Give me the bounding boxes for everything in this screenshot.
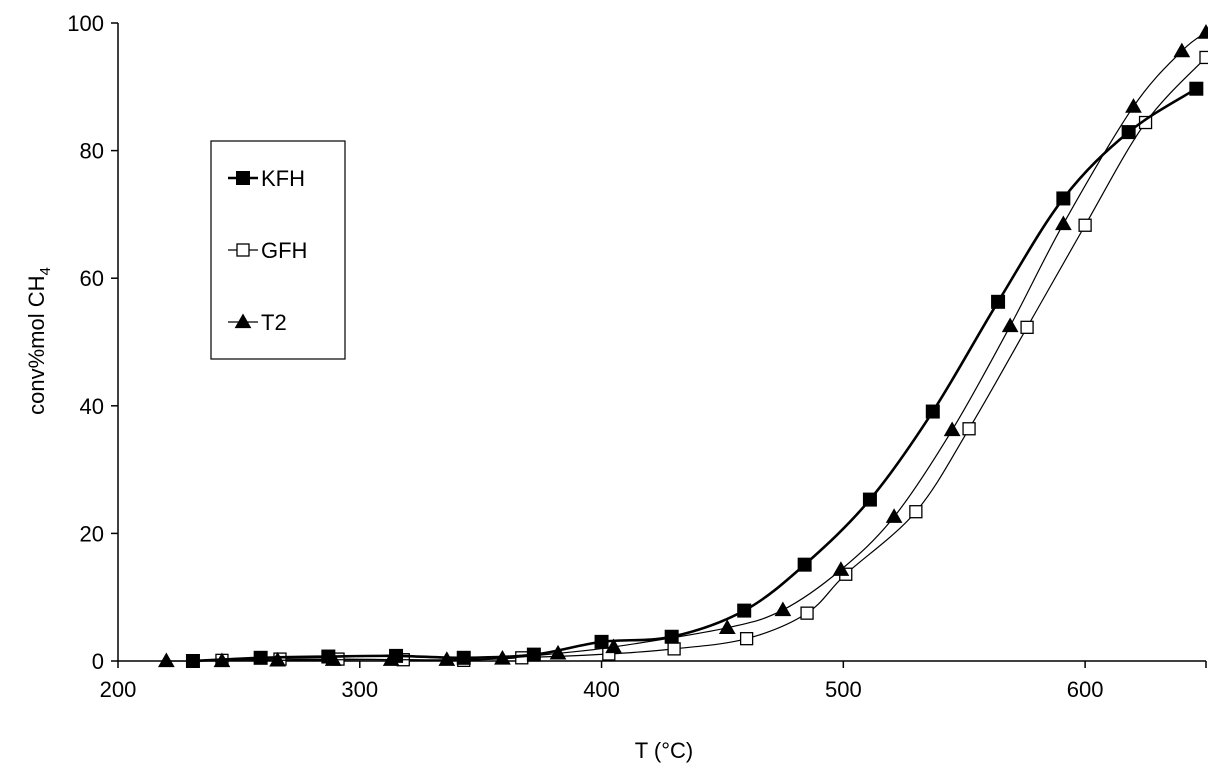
legend-item-gfh: GFH	[228, 238, 307, 263]
data-point	[1199, 50, 1208, 65]
x-tick-label: 500	[825, 677, 862, 702]
series-line	[221, 57, 1207, 662]
x-tick-label: 300	[341, 677, 378, 702]
data-point	[605, 638, 623, 654]
data-point	[925, 404, 940, 419]
data-point	[269, 651, 286, 667]
data-point	[456, 650, 471, 665]
x-tick-label: 600	[1067, 677, 1104, 702]
data-point	[862, 492, 877, 507]
y-tick-label: 100	[67, 11, 104, 36]
data-point	[991, 294, 1006, 309]
legend-label: GFH	[261, 238, 307, 263]
data-point	[253, 650, 268, 665]
y-tick-label: 20	[80, 521, 104, 546]
data-point	[909, 505, 923, 519]
data-point	[389, 648, 404, 663]
series-line	[166, 32, 1207, 662]
data-point	[739, 632, 754, 646]
legend-item-kfh: KFH	[228, 166, 305, 191]
legend-marker	[236, 243, 250, 257]
series-layer	[157, 24, 1208, 668]
data-point	[943, 421, 961, 437]
data-point	[1173, 42, 1191, 58]
data-point	[664, 629, 679, 644]
legend-label: T2	[261, 310, 287, 335]
y-axis-title: conv%mol CH4	[24, 267, 54, 415]
data-point	[185, 654, 200, 668]
data-point	[1056, 191, 1071, 206]
y-axis-title-main: conv%mol CH	[24, 275, 49, 414]
data-point	[1001, 317, 1019, 333]
legend-item-t2: T2	[228, 310, 287, 335]
data-point	[1054, 215, 1072, 231]
data-point	[321, 649, 336, 664]
y-tick-label: 0	[92, 649, 104, 674]
y-tick-label: 40	[80, 394, 104, 419]
legend-marker	[234, 313, 252, 329]
data-point	[832, 561, 850, 576]
data-point	[962, 422, 976, 436]
data-point	[1121, 125, 1136, 140]
data-point	[1020, 320, 1034, 334]
data-point	[667, 642, 681, 656]
x-tick-label: 400	[583, 677, 620, 702]
data-point	[526, 647, 541, 662]
data-point	[885, 508, 903, 523]
data-point	[594, 634, 609, 649]
data-point	[797, 557, 812, 572]
data-point	[737, 603, 752, 618]
y-tick-label: 60	[80, 266, 104, 291]
x-axis-title: T (°C)	[635, 738, 694, 763]
y-tick-label: 80	[80, 139, 104, 164]
data-point	[1189, 81, 1204, 96]
legend: KFH GFH T2	[210, 140, 346, 360]
series-gfh	[215, 50, 1208, 668]
series-kfh	[185, 81, 1204, 668]
data-point	[718, 619, 736, 634]
data-point	[157, 652, 175, 668]
data-point	[1078, 218, 1092, 232]
axes: 0 20 40 60 80 100 200 300 400 500 600	[67, 11, 1207, 702]
legend-marker	[236, 171, 250, 185]
legend-label: KFH	[261, 166, 305, 191]
y-axis-title-subscript: 4	[37, 267, 54, 275]
data-point	[1197, 24, 1208, 39]
data-point	[1125, 98, 1142, 113]
data-point	[800, 606, 814, 620]
x-tick-label: 200	[100, 677, 137, 702]
data-point	[774, 601, 792, 617]
